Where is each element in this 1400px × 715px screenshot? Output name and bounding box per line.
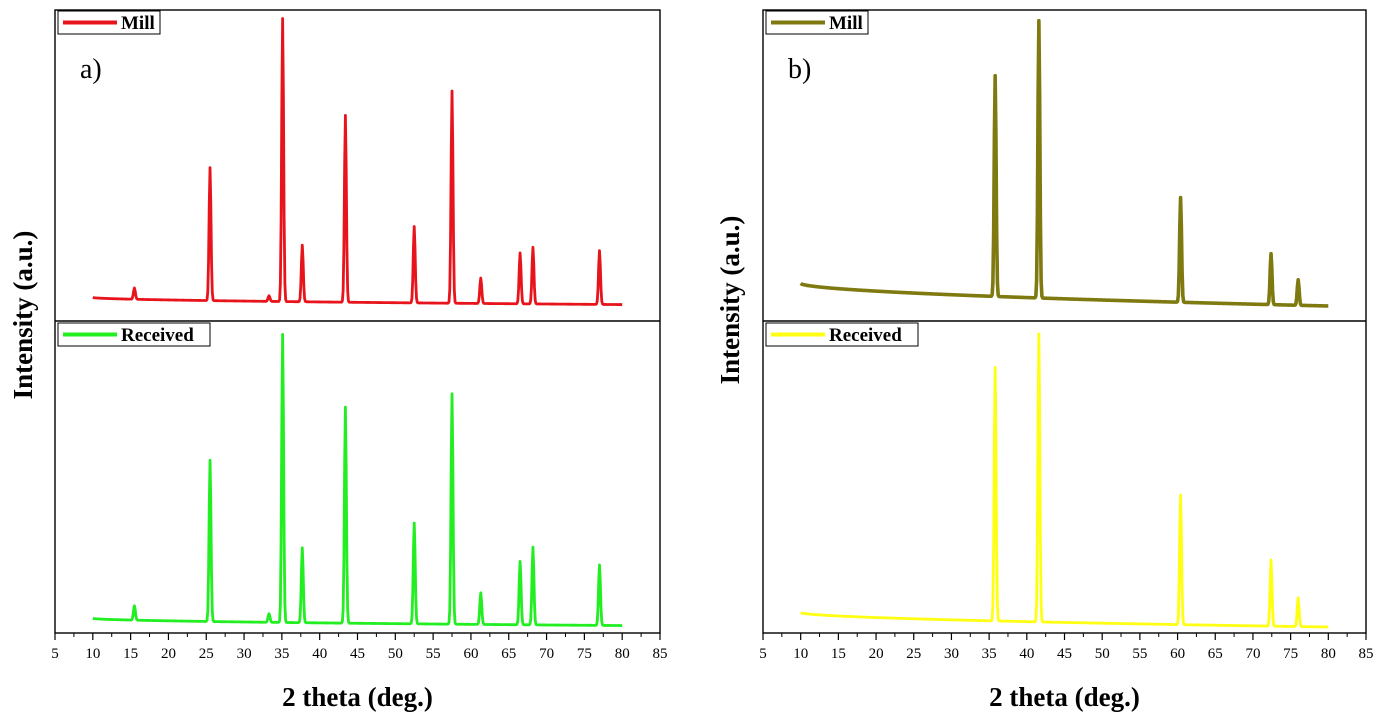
x-tick-label: 45 [1057,646,1072,662]
x-tick-label: 10 [85,646,100,662]
x-tick-label: 60 [463,646,478,662]
x-tick-label: 60 [1170,646,1185,662]
x-tick-label: 30 [944,646,959,662]
x-axis-title: 2 theta (deg.) [989,682,1140,712]
x-tick-label: 25 [906,646,921,662]
x-tick-label: 45 [350,646,365,662]
x-tick-label: 70 [1245,646,1260,662]
x-tick-label: 5 [51,646,59,662]
x-tick-label: 20 [869,646,884,662]
legend-label: Received [829,325,902,346]
x-tick-label: 85 [1359,646,1374,662]
legend-label: Mill [121,13,155,34]
legend-label: Mill [829,13,863,34]
x-tick-label: 65 [501,646,516,662]
x-tick-label: 65 [1208,646,1223,662]
y-axis-title: Intensity (a.u.) [715,216,745,385]
chart-b: Mill Received 5 10 15 20 25 30 35 40 45 50 55 60 65 70 7… [715,9,1374,712]
panel-label: b) [788,54,811,85]
series-line-mill [799,18,1330,308]
x-tick-label: 5 [759,646,767,662]
legend-mill: Mill [765,10,869,35]
x-tick-label: 55 [426,646,441,662]
x-tick-label: 80 [615,646,630,662]
legend-box [765,322,919,347]
x-tick-label: 35 [982,646,997,662]
x-tick-label: 10 [793,646,808,662]
x-tick-label: 15 [123,646,138,662]
chart-a: Mill Received 5 10 15 20 25 30 35 40 45 50 55 60 65 70 7… [8,9,668,712]
panel-label: a) [80,54,102,85]
x-tick-label: 70 [539,646,554,662]
x-tick-label: 20 [161,646,176,662]
y-axis-title: Intensity (a.u.) [8,231,38,400]
series-line-received [92,333,623,627]
legend-label: Received [121,325,194,346]
series-line-mill [92,17,623,306]
x-tick-label: 30 [237,646,252,662]
legend-mill: Mill [57,10,161,35]
x-tick-label: 40 [1019,646,1034,662]
x-tick-label: 75 [577,646,592,662]
x-tick-label: 50 [1095,646,1110,662]
x-tick-label: 25 [199,646,214,662]
series-line-received [800,332,1329,629]
x-tick-label: 50 [388,646,403,662]
legend-received: Received [765,322,919,347]
x-tick-label: 85 [653,646,668,662]
x-tick-label: 15 [831,646,846,662]
legend-received: Received [57,322,211,347]
x-axis-title: 2 theta (deg.) [282,682,433,712]
x-tick-label: 75 [1283,646,1298,662]
x-tick-label: 80 [1321,646,1336,662]
x-tick-label: 40 [312,646,327,662]
x-tick-label: 55 [1132,646,1147,662]
legend-box [57,322,211,347]
x-tick-label: 35 [274,646,289,662]
